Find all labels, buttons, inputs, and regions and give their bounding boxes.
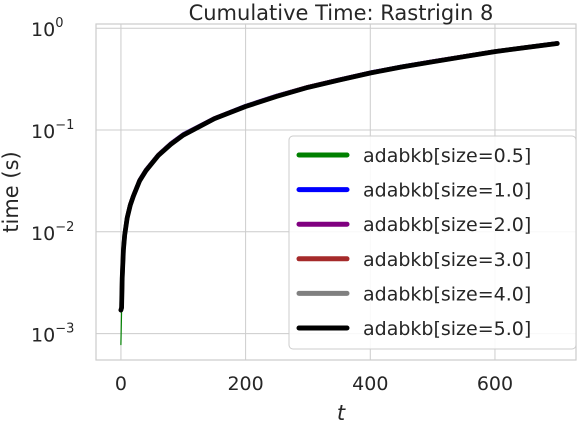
tick-layer: 0 200 400 600 10−3 10−2 10−1 100 [31, 16, 513, 395]
y-tick-label: 10−2 [31, 220, 74, 245]
legend-label: adabkb[size=0.5] [363, 145, 531, 167]
x-axis-label: t [337, 401, 346, 425]
chart-title: Cumulative Time: Rastrigin 8 [189, 1, 494, 25]
x-tick-label: 0 [115, 373, 127, 395]
series-line [118, 41, 560, 313]
legend-label: adabkb[size=3.0] [363, 249, 531, 271]
y-axis-label: time (s) [0, 151, 23, 232]
legend-label: adabkb[size=4.0] [363, 283, 531, 305]
x-tick-label: 600 [477, 373, 513, 395]
y-tick-label: 100 [31, 16, 63, 41]
y-tick-label: 10−1 [31, 118, 74, 143]
series-layer [118, 41, 560, 346]
legend-label: adabkb[size=1.0] [363, 180, 531, 202]
legend-label: adabkb[size=2.0] [363, 214, 531, 236]
legend-label: adabkb[size=5.0] [363, 318, 531, 340]
legend: adabkb[size=0.5] adabkb[size=1.0] adabkb[s… [288, 135, 577, 350]
legend-box [288, 135, 577, 350]
x-tick-label: 200 [227, 373, 263, 395]
x-tick-label: 400 [352, 373, 388, 395]
y-tick-label: 10−3 [31, 322, 74, 347]
